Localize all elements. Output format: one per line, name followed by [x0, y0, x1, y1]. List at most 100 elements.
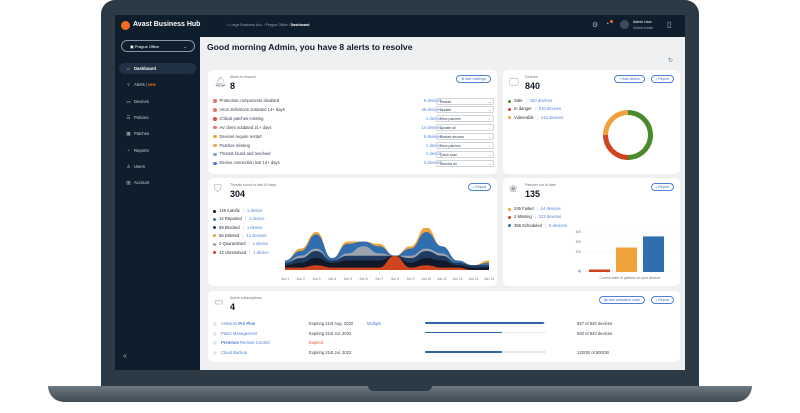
sidebar-item-dashboard[interactable]: ⌂ Dashboard [119, 63, 196, 74]
legend-label: Safe [514, 98, 523, 103]
sidebar-item-users[interactable]: ♙ Users [119, 161, 196, 172]
sidebar-item-devices[interactable]: ▭ Devices [119, 96, 196, 107]
legend-dot [508, 224, 511, 228]
subscription-multiple-link[interactable]: Multiple [367, 321, 382, 326]
breadcrumb-office[interactable]: Prague Office [265, 23, 288, 27]
legend-devices-link[interactable]: 1 device [253, 249, 269, 255]
user-name[interactable]: Admin User [633, 20, 652, 24]
devices-switch-icon[interactable]: ▯ [667, 20, 672, 29]
alert-action-select[interactable]: Dismiss all ⌄ [436, 159, 494, 167]
patches-report-button[interactable]: ⤓ Report [650, 183, 674, 191]
brand-name[interactable]: Avast Business Hub [133, 21, 201, 28]
subscription-name-link[interactable]: Antivirus Pro Plus [221, 321, 256, 326]
alert-action-select[interactable]: View patches ⌄ [436, 142, 494, 149]
legend-devices-link[interactable]: 1 device [252, 241, 269, 247]
subscription-row: ◎ Premium Remote Control Expired [213, 339, 673, 347]
chart-icon: ◔ [127, 147, 130, 153]
alert-status-icon [213, 108, 217, 112]
subscription-row: ◎ Patch Management Expiring 21st Jul. 20… [213, 330, 673, 338]
gear-icon[interactable]: ⚙ [592, 22, 599, 29]
x-axis-label: Current state of patches on your devices [600, 276, 661, 280]
alert-row: Protection components disabled 6 devices… [213, 97, 494, 105]
alert-action-select[interactable]: View patches ⌄ [436, 115, 494, 123]
user-role: Global Admin [633, 26, 654, 30]
legend-devices-link[interactable]: 1 device [246, 224, 263, 230]
legend-label: 356 Scheduled [514, 222, 542, 228]
sidebar-item-patches[interactable]: ▦ Patches [119, 128, 196, 139]
alert-action-select[interactable]: Quick scan ⌄ [436, 150, 494, 158]
legend-item: 89 Blocked | 1 device [213, 224, 262, 232]
alert-action-select[interactable]: Update all ⌄ [436, 124, 494, 132]
alert-devices-link[interactable]: 1 device [425, 142, 442, 148]
legend-devices-link[interactable]: 420 devices [529, 98, 553, 103]
legend-devices-link[interactable]: 1 device [248, 216, 265, 222]
monitor-icon: 🖵︎ [509, 77, 519, 88]
subscription-row: ◎ Cloud Backup Expiring 21st Jul. 2022 1… [213, 349, 673, 357]
devices-report-button[interactable]: ⤓ Report [650, 75, 674, 83]
add-device-button[interactable]: + Add device [614, 75, 645, 83]
avatar[interactable] [620, 20, 629, 29]
collapse-sidebar-icon[interactable]: « [123, 353, 127, 360]
alert-devices-link[interactable]: 3 devices [423, 160, 442, 166]
legend-dot [213, 217, 216, 221]
refresh-icon[interactable]: ↻ [668, 58, 674, 64]
legend-devices-link[interactable]: 6 devices [549, 222, 567, 228]
sidebar-item-label: Account [134, 180, 150, 186]
office-selector[interactable]: ▣ Prague Office ⌄ [121, 40, 195, 52]
alerts-card: 🔔︎ Alerts to resolve 8 ⚙ Alert settings … [208, 70, 497, 174]
subscription-expiry: Expiring 21st Jul. 2022 [309, 330, 352, 336]
threats-report-button[interactable]: ⤓ Report [467, 183, 491, 191]
legend-devices-link[interactable]: 123 devices [538, 214, 562, 220]
alert-row: Threats found and resolved 1 device Quic… [213, 150, 494, 158]
x-tick-label: Jun 10 [421, 277, 431, 281]
alert-action-select[interactable]: Restart devices ⌄ [436, 133, 494, 141]
legend-devices-link[interactable]: 210 devices [540, 114, 564, 120]
alert-text: Protection components disabled [219, 98, 280, 103]
legend-devices-link[interactable]: 14 devices [540, 206, 561, 211]
alert-devices-link[interactable]: 45 devices [421, 106, 442, 112]
sidebar-item-alerts[interactable]: ◊ Alerts | NEW [119, 79, 196, 90]
breadcrumb-current: Dashboard [290, 23, 310, 27]
home-icon[interactable]: ⌂ [227, 23, 231, 27]
alert-settings-button[interactable]: ⚙ Alert settings [456, 75, 491, 83]
sidebar-item-policies[interactable]: ☰ Policies [119, 112, 196, 123]
patches-bar-chart: 400 300 200 100 Current state of patches on … [576, 230, 675, 280]
y-tick-label: 0 [579, 270, 581, 274]
legend-devices-link[interactable]: 210 devices [538, 106, 562, 112]
alert-devices-link[interactable]: 6 devices [423, 98, 442, 103]
legend-devices-link[interactable]: 1 device [246, 208, 263, 213]
notifications-icon[interactable]: ◔ [605, 21, 610, 28]
legend-dot [508, 116, 511, 120]
legend-dot [213, 226, 216, 230]
alert-devices-link[interactable]: 1 device [425, 115, 442, 121]
legend-devices-link[interactable]: 14 devices [246, 232, 267, 238]
notification-dot [610, 20, 613, 23]
subscriptions-report-button[interactable]: ⤓ Report [650, 296, 674, 304]
alert-action-select[interactable]: Update ⌄ [436, 106, 494, 114]
sidebar-item-label: Patches [134, 131, 150, 137]
x-tick-label: Jun 1 [281, 277, 289, 281]
x-tick-label: Jun 9 [406, 277, 414, 281]
legend-label: In danger [514, 106, 532, 112]
sidebar-item-account[interactable]: ▥ Account [119, 177, 196, 188]
subscription-usage-bar [425, 331, 546, 334]
use-activation-code-button[interactable]: ▤ Use activation code [599, 296, 645, 304]
alert-devices-link[interactable]: 1 device [425, 151, 442, 157]
alert-row: Devices require restart 6 devices Restar… [213, 133, 494, 141]
sidebar-item-label: Users [134, 163, 145, 169]
subscription-expiry: Expired [309, 340, 324, 346]
alert-status-icon [213, 161, 217, 166]
legend-item: Vulnerable | 210 devices [508, 114, 563, 122]
alert-action-select[interactable]: Restart ⌄ [436, 97, 494, 105]
alert-devices-link[interactable]: 14 devices [421, 124, 442, 130]
subscription-name-link[interactable]: Cloud Backup [221, 349, 248, 355]
alert-devices-link[interactable]: 6 devices [423, 133, 442, 139]
bell-icon: 🔔︎ [214, 77, 227, 88]
subscription-name-link[interactable]: Patch Management [221, 330, 258, 336]
breadcrumb-account[interactable]: Large Business Acc. [230, 23, 263, 27]
sidebar-item-reports[interactable]: ◔ Reports [119, 145, 196, 156]
subscription-name-link[interactable]: Premium Remote Control [221, 340, 270, 346]
donut-slice-vulnerable [603, 110, 628, 135]
y-tick-label: 200 [576, 250, 582, 254]
legend-dot [213, 251, 216, 254]
